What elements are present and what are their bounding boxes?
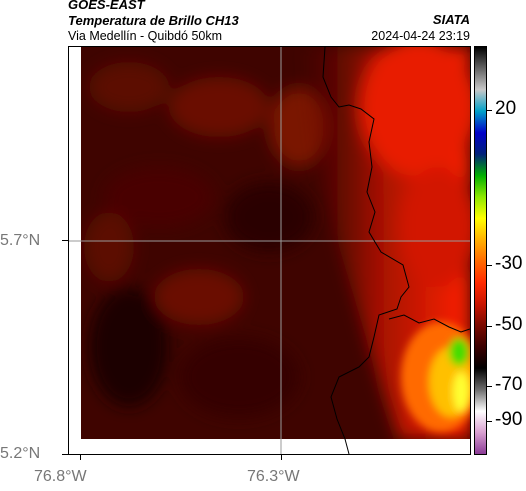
colorbar-label: -70 bbox=[495, 374, 523, 395]
temperature-colorbar bbox=[474, 46, 487, 455]
department-boundary bbox=[322, 47, 410, 454]
lat-tick bbox=[62, 454, 68, 455]
lat-tick bbox=[62, 240, 68, 241]
longitude-label: 76.8°W bbox=[34, 468, 87, 485]
lon-tick bbox=[80, 455, 81, 460]
latitude-label: 5.7°N bbox=[0, 232, 41, 249]
latitude-label: 5.2°N bbox=[0, 445, 41, 462]
timestamp-label: 2024-04-24 23:19 bbox=[371, 29, 470, 43]
region-label: Via Medellín - Quibdó 50km bbox=[68, 29, 223, 43]
colorbar-tick bbox=[487, 265, 492, 266]
lon-tick bbox=[281, 455, 282, 460]
colorbar-tick bbox=[487, 110, 492, 111]
organization-label: SIATA bbox=[432, 12, 470, 27]
temperature-texture bbox=[84, 62, 329, 417]
brightness-temperature-map[interactable] bbox=[68, 46, 471, 455]
hot-spot bbox=[401, 322, 470, 432]
colorbar-label: 20 bbox=[495, 98, 517, 119]
colorbar-tick bbox=[487, 386, 492, 387]
river-boundary bbox=[388, 314, 470, 333]
map-canvas bbox=[69, 47, 470, 454]
product-title: Temperatura de Brillo CH13 bbox=[68, 13, 239, 28]
colorbar-tick bbox=[487, 421, 492, 422]
colorbar-label: -90 bbox=[495, 409, 523, 430]
colorbar-label: -50 bbox=[495, 314, 523, 335]
colorbar-label: -30 bbox=[495, 253, 523, 274]
longitude-label: 76.3°W bbox=[247, 468, 300, 485]
colorbar-tick bbox=[487, 326, 492, 327]
satellite-title: GOES-EAST bbox=[68, 0, 145, 12]
